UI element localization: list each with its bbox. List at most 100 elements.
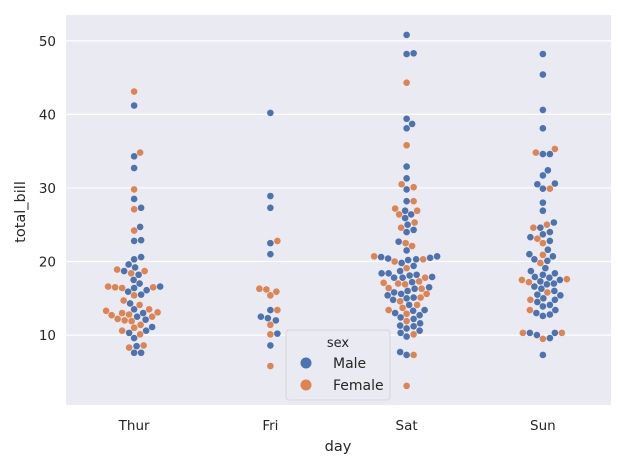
- point-male-thur: [148, 323, 156, 331]
- point-male-thur: [143, 286, 150, 294]
- point-female-sat: [397, 224, 405, 231]
- point-male-thur: [135, 271, 142, 279]
- data-points: [102, 31, 571, 390]
- point-female-sat: [394, 280, 402, 287]
- point-female-sat: [380, 279, 387, 287]
- point-male-sat: [403, 115, 410, 123]
- x-axis-label: day: [325, 439, 352, 455]
- point-male-sun: [526, 329, 534, 337]
- point-male-sat: [401, 207, 409, 215]
- point-male-sat: [390, 274, 398, 281]
- point-female-sat: [413, 207, 421, 215]
- point-male-sat: [410, 315, 417, 323]
- point-male-sat: [421, 306, 428, 314]
- point-male-thur: [156, 283, 164, 290]
- point-female-sat: [419, 256, 427, 263]
- point-male-sat: [416, 311, 423, 319]
- point-female-thur: [104, 283, 112, 290]
- point-male-sun: [557, 292, 564, 299]
- point-female-sat: [417, 294, 424, 301]
- y-tick-label: 30: [39, 181, 56, 197]
- point-male-sun: [526, 250, 533, 258]
- legend-male-label: Male: [333, 356, 366, 372]
- point-female-thur: [149, 283, 157, 291]
- point-female-fri: [274, 237, 281, 245]
- point-male-thur: [124, 288, 132, 295]
- point-male-sat: [403, 175, 410, 182]
- point-female-thur: [120, 297, 127, 304]
- point-female-sat: [403, 264, 410, 272]
- point-female-sat: [410, 331, 417, 338]
- point-female-sat: [385, 306, 392, 314]
- point-male-sun: [539, 271, 547, 279]
- point-male-sat: [410, 294, 417, 301]
- point-male-sat: [409, 307, 417, 315]
- y-tick-label: 10: [39, 328, 56, 344]
- point-female-thur: [102, 307, 110, 315]
- point-female-thur: [108, 311, 115, 319]
- point-male-sat: [425, 283, 433, 291]
- point-male-thur: [130, 306, 138, 313]
- point-female-sun: [539, 239, 547, 247]
- point-male-fri: [272, 317, 280, 324]
- point-male-sat: [404, 221, 411, 229]
- point-female-sat: [398, 180, 405, 188]
- grid-lines: [66, 40, 611, 336]
- point-male-sun: [539, 71, 547, 78]
- y-tick-label: 50: [39, 34, 56, 50]
- point-female-sun: [539, 335, 547, 343]
- point-male-thur: [130, 284, 138, 292]
- point-male-sat: [405, 301, 413, 309]
- point-female-thur: [145, 306, 153, 313]
- point-female-sun: [534, 235, 541, 242]
- point-male-sun: [531, 273, 539, 281]
- point-male-sun: [539, 50, 547, 58]
- point-male-sun: [551, 296, 559, 304]
- point-male-sat: [390, 289, 398, 296]
- point-male-sat: [397, 290, 405, 298]
- point-female-thur: [118, 327, 126, 334]
- point-female-sat: [410, 351, 417, 359]
- point-female-sat: [396, 297, 404, 305]
- point-male-sun: [539, 150, 547, 158]
- point-female-sun: [558, 329, 566, 337]
- point-male-thur: [130, 349, 138, 357]
- point-male-thur: [130, 237, 138, 245]
- point-female-sun: [526, 306, 534, 314]
- point-male-sat: [404, 256, 412, 264]
- point-male-sat: [410, 49, 417, 57]
- point-male-sat: [408, 278, 416, 286]
- point-female-thur: [130, 292, 138, 299]
- point-male-sat: [397, 314, 404, 321]
- point-male-sat: [403, 163, 410, 170]
- point-female-sat: [411, 219, 418, 226]
- point-male-thur: [136, 280, 143, 287]
- point-male-sun: [537, 278, 544, 285]
- point-male-sat: [408, 120, 416, 128]
- point-male-thur: [130, 195, 138, 203]
- point-male-sun: [552, 306, 559, 314]
- point-male-sat: [389, 296, 397, 304]
- point-female-sat: [403, 141, 410, 149]
- legend-male-marker: [300, 357, 312, 369]
- point-female-sun: [546, 185, 554, 192]
- point-male-sun: [533, 331, 541, 339]
- y-tick-label: 40: [39, 107, 56, 123]
- point-male-sat: [412, 256, 420, 263]
- point-male-sat: [397, 329, 404, 337]
- point-female-sun: [539, 251, 547, 259]
- point-female-sat: [421, 274, 429, 281]
- point-male-sun: [539, 230, 547, 238]
- point-female-sat: [401, 281, 409, 288]
- point-male-sun: [531, 283, 538, 290]
- point-male-sat: [403, 31, 410, 39]
- point-female-thur: [141, 267, 148, 275]
- point-female-sat: [418, 285, 425, 293]
- point-male-sun: [539, 199, 547, 206]
- point-female-thur: [130, 88, 138, 95]
- point-male-sat: [410, 226, 417, 234]
- point-female-thur: [154, 308, 161, 316]
- point-male-sat: [413, 271, 420, 279]
- point-male-thur: [137, 291, 145, 298]
- point-male-fri: [267, 306, 274, 314]
